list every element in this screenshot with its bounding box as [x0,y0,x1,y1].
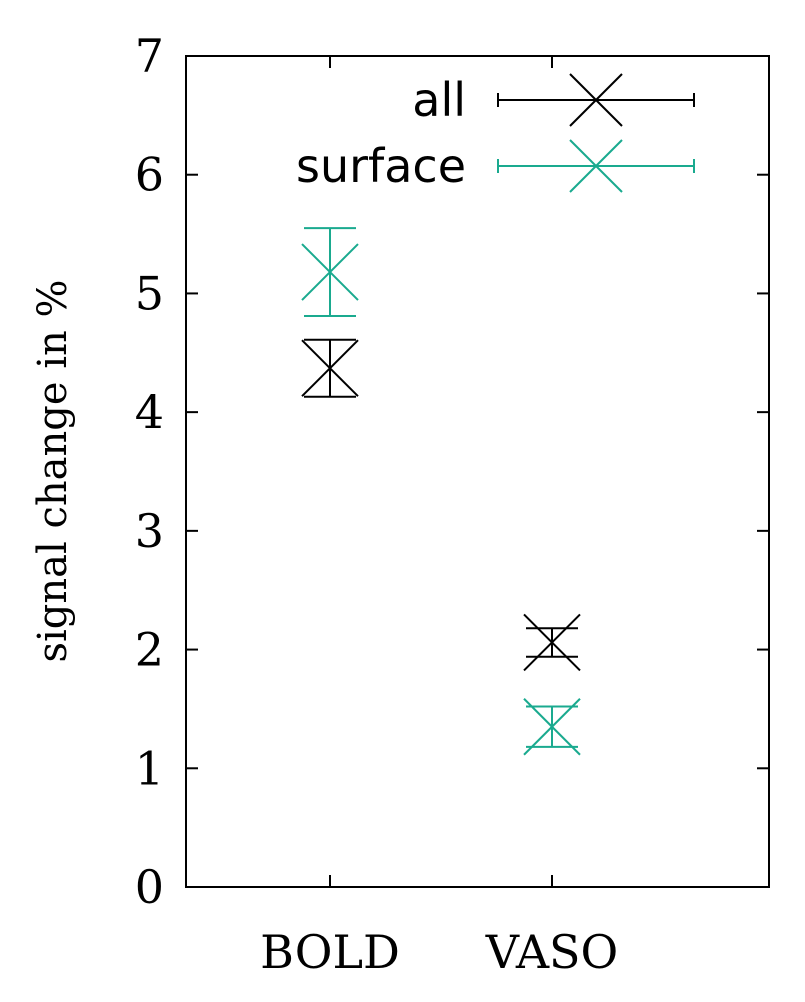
plot-frame [185,55,770,888]
point-marker [301,339,359,397]
data-point-all-vaso [523,613,581,672]
y-axis-title: signal change in % [30,279,76,662]
x-tick-label: VASO [485,925,619,979]
data-point-all-bold [301,338,359,398]
legend-entry-surface: surface [296,139,695,193]
point-marker [523,698,581,756]
legend-label: surface [296,139,466,193]
legend-marker [569,73,623,127]
legend-entry-all: all [412,73,695,127]
y-tick-label: 6 [135,148,164,202]
y-tick-label: 4 [135,385,164,439]
y-tick-label: 3 [135,504,164,558]
y-tick-label: 2 [135,623,164,677]
x-tick-label: BOLD [260,925,400,979]
legend-marker [569,139,623,193]
y-axis-ticks: 0 1 2 3 4 5 6 7 [135,29,769,914]
point-marker [523,613,581,672]
y-tick-label: 0 [135,860,164,914]
point-marker [301,243,359,301]
data-point-surface-bold [301,227,359,317]
data-points [301,227,581,756]
legend-label: all [412,73,466,127]
y-tick-label: 7 [135,29,164,83]
y-tick-label: 1 [135,741,164,795]
legend: all surface [296,73,695,193]
data-point-surface-vaso [523,698,581,756]
x-axis-ticks: BOLD VASO [260,56,618,979]
y-tick-label: 5 [135,266,164,320]
